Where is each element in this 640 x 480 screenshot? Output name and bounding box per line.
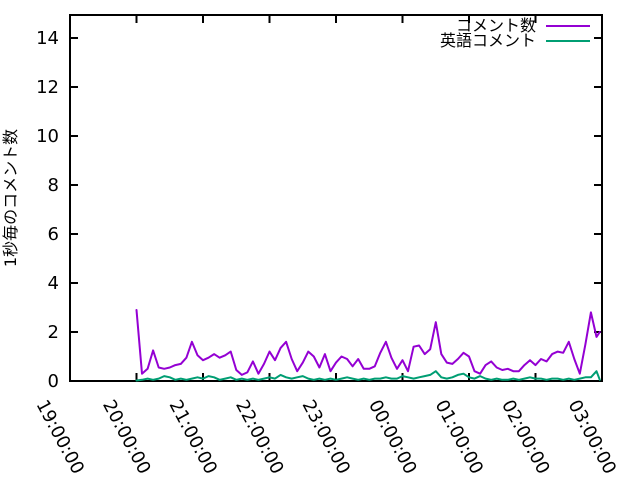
y-axis-tick-label: 12 — [36, 77, 59, 98]
x-axis-tick-label: 00:00:00 — [364, 396, 420, 477]
series-english-line — [135, 370, 601, 382]
y-axis-tick-label: 14 — [36, 28, 59, 49]
y-axis-tick-labels: 0 2 4 6 8 10 12 14 — [36, 28, 59, 392]
series-comments-line — [135, 309, 601, 376]
x-axis-tick-labels: 19:00:00 20:00:00 21:00:00 22:00:00 23:00:00… — [32, 396, 620, 477]
x-axis-tick-label: 23:00:00 — [298, 396, 354, 477]
x-axis-tick-label: 01:00:00 — [431, 396, 487, 477]
y-axis-tick-label: 10 — [36, 126, 59, 147]
x-axis-tick-label: 03:00:00 — [564, 396, 620, 477]
y-axis-tick-label: 0 — [48, 371, 59, 392]
legend: コメント数 英語コメント — [440, 16, 590, 50]
y-axis-tick-label: 6 — [48, 224, 59, 245]
x-axis-tick-label: 22:00:00 — [231, 396, 287, 477]
y-axis-tick-label: 8 — [48, 175, 59, 196]
y-axis-tick-label: 4 — [48, 273, 59, 294]
legend-label-english: 英語コメント — [440, 31, 536, 50]
y-axis-title: 1秒毎のコメント数 — [1, 129, 20, 267]
plot-border — [69, 14, 603, 382]
y-axis-tick-label: 2 — [48, 322, 59, 343]
x-axis-tick-label: 02:00:00 — [497, 396, 553, 477]
x-axis-tick-label: 20:00:00 — [98, 396, 154, 477]
x-axis-tick-label: 21:00:00 — [165, 396, 221, 477]
x-axis-tick-label: 19:00:00 — [32, 396, 88, 477]
legend-label-comments: コメント数 — [456, 16, 536, 35]
axis-ticks — [69, 15, 603, 382]
